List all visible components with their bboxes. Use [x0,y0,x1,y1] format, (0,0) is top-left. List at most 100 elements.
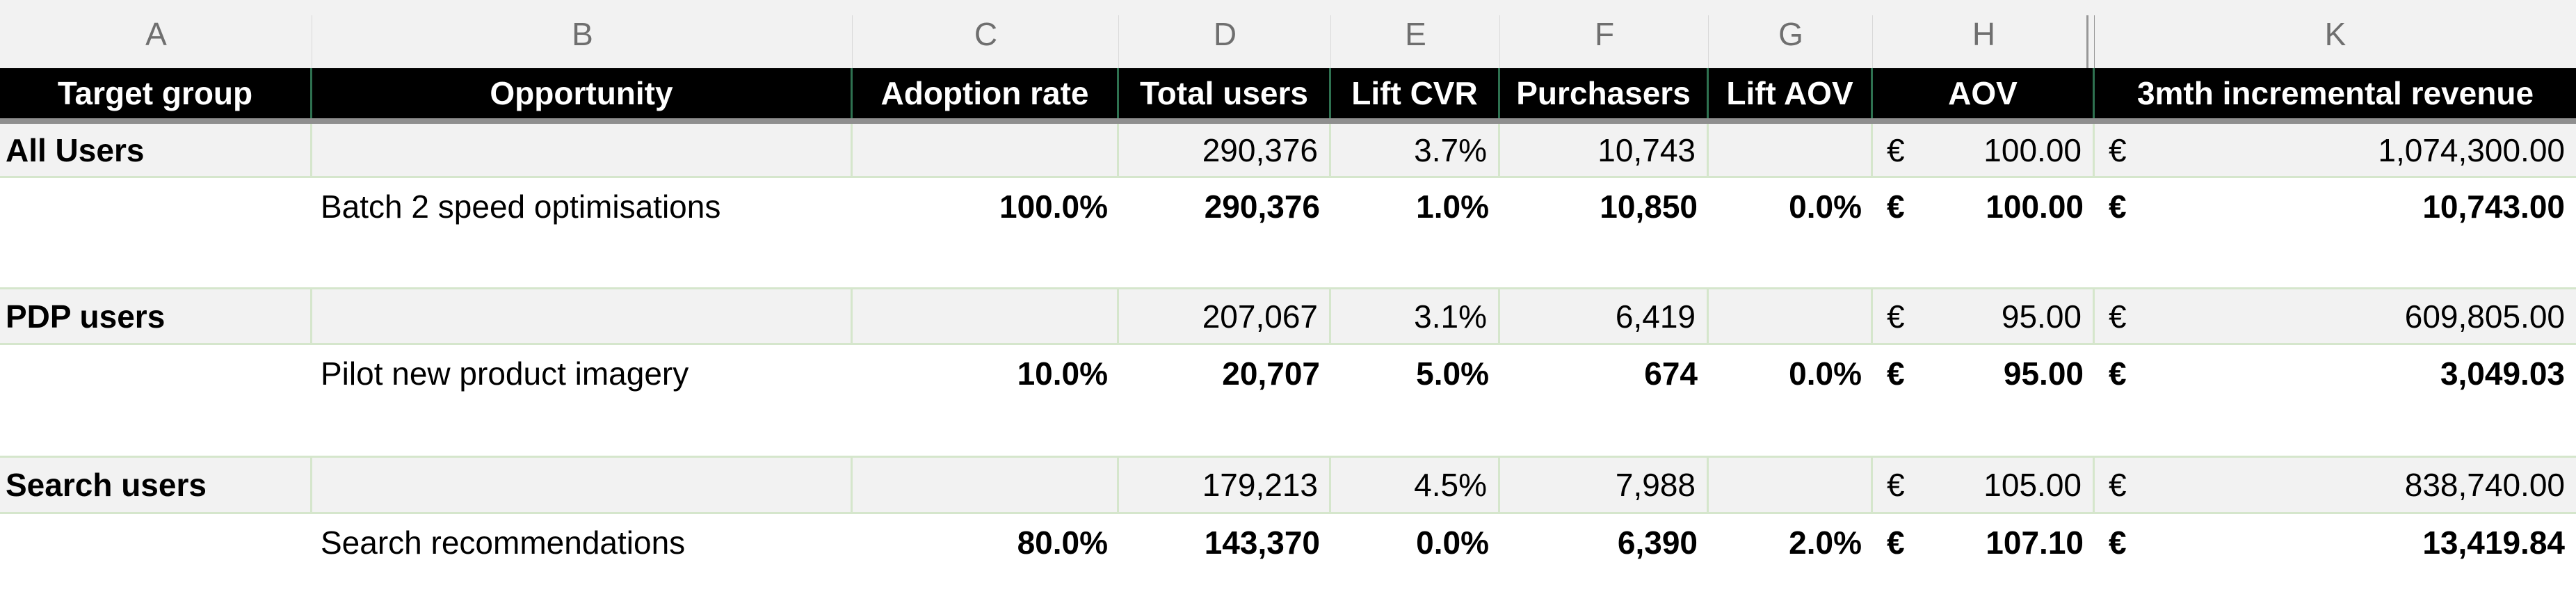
cell-adoption-rate[interactable] [853,124,1119,176]
cell-lift-cvr[interactable]: 5.0% [1416,355,1489,392]
cell-total-users[interactable]: 179,213 [1119,458,1331,512]
cell-total-users[interactable]: 290,376 [1119,124,1331,176]
column-letter-g[interactable]: G [1709,0,1873,68]
cell-revenue[interactable]: €13,419.84 [2095,514,2576,571]
cell-total-users[interactable]: 20,707 [1222,355,1320,392]
cell-revenue[interactable]: €3,049.03 [2095,345,2576,402]
cell-purchasers[interactable]: 7,988 [1500,458,1709,512]
column-letter-c[interactable]: C [853,0,1119,68]
cell-total-users[interactable]: 143,370 [1204,525,1320,561]
cell-target-group[interactable]: All Users [0,124,312,176]
aov-value: 95.00 [2001,298,2082,335]
column-separator [852,15,853,68]
cell-target-group[interactable] [0,178,312,235]
cell-lift-cvr[interactable]: 0.0% [1416,525,1489,561]
cell-revenue[interactable]: €609,805.00 [2095,289,2576,343]
empty-row [0,235,2576,287]
column-letter-d[interactable]: D [1119,0,1331,68]
table-row-search-recommendations: Search recommendations 80.0% 143,370 0.0… [0,514,2576,571]
cell-adoption-rate[interactable] [853,458,1119,512]
cell-revenue[interactable]: €10,743.00 [2095,178,2576,235]
cell-purchasers[interactable]: 10,743 [1500,124,1709,176]
revenue-value: 10,743.00 [2422,189,2565,225]
cell-lift-cvr[interactable]: 1.0% [1416,189,1489,225]
cell-opportunity[interactable] [312,124,853,176]
column-letter-label: H [1972,16,1996,52]
cell-adoption-rate[interactable]: 10.0% [1017,355,1108,392]
cell-adoption-rate[interactable] [853,289,1119,343]
cell-aov[interactable]: €100.00 [1873,178,2095,235]
cell-aov[interactable]: €100.00 [1873,124,2095,176]
cell-opportunity[interactable] [312,289,853,343]
column-letters-row: A B C D E F G H K [0,0,2576,68]
currency-symbol: € [2109,189,2127,225]
column-letter-label: E [1405,16,1426,52]
cell-target-group[interactable] [0,514,312,571]
header-cell-aov[interactable]: AOV [1873,68,2095,118]
cell-adoption-rate[interactable]: 100.0% [999,189,1108,225]
cell-lift-cvr[interactable]: 4.5% [1331,458,1500,512]
column-letter-label: B [572,16,593,52]
currency-symbol: € [2109,131,2127,168]
column-letter-label: K [2324,16,2346,52]
column-letter-k[interactable]: K [2095,0,2576,68]
aov-value: 100.00 [1986,189,2084,225]
table-row-all-users: All Users 290,376 3.7% 10,743 €100.00 €1… [0,124,2576,178]
header-cell-lift-cvr[interactable]: Lift CVR [1331,68,1500,118]
cell-opportunity[interactable]: Search recommendations [321,525,686,561]
cell-lift-aov[interactable]: 0.0% [1789,355,1862,392]
currency-symbol: € [1887,131,1905,168]
revenue-value: 838,740.00 [2404,467,2565,503]
cell-lift-aov[interactable]: 0.0% [1789,189,1862,225]
header-cell-total-users[interactable]: Total users [1119,68,1331,118]
cell-lift-aov[interactable]: 2.0% [1789,525,1862,561]
aov-value: 95.00 [2003,355,2084,392]
header-cell-target-group[interactable]: Target group [0,68,312,118]
column-letter-a[interactable]: A [0,0,312,68]
column-letter-label: G [1778,16,1803,52]
cell-revenue[interactable]: €838,740.00 [2095,458,2576,512]
header-cell-opportunity[interactable]: Opportunity [312,68,853,118]
header-cell-purchasers[interactable]: Purchasers [1500,68,1709,118]
cell-opportunity[interactable]: Batch 2 speed optimisations [321,189,721,225]
cell-lift-aov[interactable] [1709,458,1873,512]
table-header-row: Target group Opportunity Adoption rate T… [0,68,2576,118]
header-cell-lift-aov[interactable]: Lift AOV [1709,68,1873,118]
cell-target-group[interactable] [0,345,312,402]
header-cell-3mth-incremental-revenue[interactable]: 3mth incremental revenue [2095,68,2576,118]
cell-opportunity[interactable] [312,458,853,512]
header-cell-adoption-rate[interactable]: Adoption rate [853,68,1119,118]
aov-value: 107.10 [1986,525,2084,561]
cell-lift-aov[interactable] [1709,124,1873,176]
cell-lift-cvr[interactable]: 3.7% [1331,124,1500,176]
column-separator [1499,15,1500,68]
cell-purchasers[interactable]: 674 [1644,355,1698,392]
cell-aov[interactable]: €95.00 [1873,345,2095,402]
cell-target-group[interactable]: Search users [0,458,312,512]
column-separator [1872,15,1873,68]
column-letter-h[interactable]: H [1873,0,2095,68]
cell-aov[interactable]: €107.10 [1873,514,2095,571]
column-letter-b[interactable]: B [312,0,853,68]
revenue-value: 609,805.00 [2404,298,2565,335]
cell-purchasers[interactable]: 10,850 [1600,189,1698,225]
cell-aov[interactable]: €95.00 [1873,289,2095,343]
cell-purchasers[interactable]: 6,419 [1500,289,1709,343]
cell-total-users[interactable]: 207,067 [1119,289,1331,343]
cell-purchasers[interactable]: 6,390 [1617,525,1698,561]
cell-aov[interactable]: €105.00 [1873,458,2095,512]
cell-opportunity[interactable]: Pilot new product imagery [321,355,689,392]
cell-total-users[interactable]: 290,376 [1204,189,1320,225]
column-separator [1118,15,1119,68]
column-letter-e[interactable]: E [1331,0,1500,68]
cell-adoption-rate[interactable]: 80.0% [1017,525,1108,561]
cell-target-group[interactable]: PDP users [0,289,312,343]
table-row-search-users: Search users 179,213 4.5% 7,988 €105.00 … [0,456,2576,514]
currency-symbol: € [1887,525,1905,561]
column-separator [1708,15,1709,68]
column-letter-f[interactable]: F [1500,0,1709,68]
column-letter-label: F [1594,16,1615,52]
cell-lift-aov[interactable] [1709,289,1873,343]
cell-lift-cvr[interactable]: 3.1% [1331,289,1500,343]
cell-revenue[interactable]: €1,074,300.00 [2095,124,2576,176]
